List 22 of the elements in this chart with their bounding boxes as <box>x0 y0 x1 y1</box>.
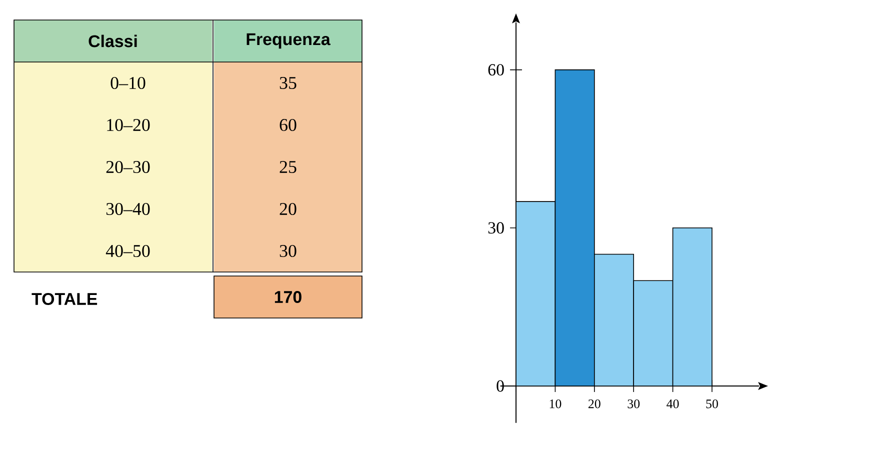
x-tick-label: 30 <box>628 399 640 408</box>
x-tick-label: 50 <box>706 399 718 408</box>
category-label: 20–30 <box>106 160 150 174</box>
text: Frequenza <box>246 33 330 49</box>
category-label: 0–10 <box>110 76 146 90</box>
data-label: 35 <box>280 76 296 90</box>
text: 170 <box>274 290 302 303</box>
text: TOTALE <box>32 292 98 305</box>
x-tick-label: 40 <box>666 399 679 408</box>
category-label: 10–20 <box>107 118 150 132</box>
category-label: 40–50 <box>106 244 150 258</box>
y-tick-label: 30 <box>488 222 504 234</box>
data-label: 30 <box>280 244 296 258</box>
data-label: 25 <box>280 160 296 174</box>
y-tick-label: 0 <box>496 380 504 392</box>
data-label: 20 <box>280 202 296 216</box>
x-tick-label: 10 <box>550 399 562 408</box>
x-tick-label: 20 <box>588 399 600 408</box>
data-label: 60 <box>280 118 296 132</box>
text: Classi <box>88 34 137 48</box>
category-label: 30–40 <box>106 202 150 216</box>
y-tick-label: 60 <box>488 64 504 76</box>
